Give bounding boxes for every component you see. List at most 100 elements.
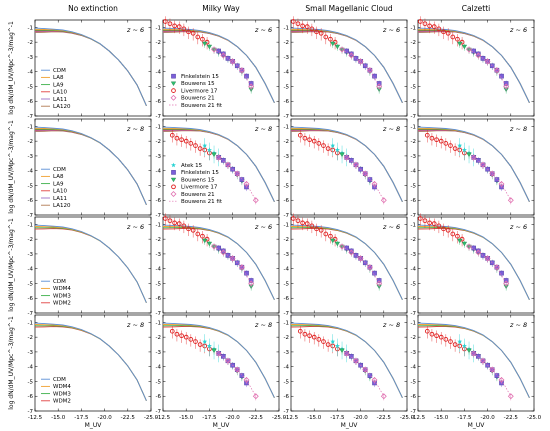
legend-label: LA10 (53, 189, 67, 195)
model-curve-cdm (417, 322, 530, 398)
data-point-livermore17 (309, 223, 315, 229)
data-point-finkelstein15 (225, 253, 231, 258)
panel-frame (417, 314, 535, 412)
data-point-bouwens21 (215, 350, 222, 357)
data-point-livermore17 (455, 233, 460, 239)
x-tick-label: -20.0 (97, 415, 112, 421)
y-tick-label: -5 (28, 379, 34, 385)
data-point-livermore17 (321, 339, 326, 344)
data-point-livermore17 (193, 143, 198, 148)
x-tick-label: -15.0 (434, 415, 449, 421)
legend-swatch (171, 162, 176, 168)
data-point-livermore17 (309, 26, 315, 32)
y-tick-label: -7 (28, 213, 34, 219)
model-curve-wdm4 (162, 226, 275, 300)
panel-frame (417, 118, 535, 216)
data-point-finkelstein15 (216, 48, 221, 54)
model-curve-cdm (290, 27, 403, 103)
data-point-bouwens21 (371, 181, 378, 187)
y-tick-label: -2 (411, 237, 416, 243)
data-point-livermore17 (436, 26, 442, 32)
data-point-bouwens21 (466, 46, 473, 53)
data-point-bouwens21 (366, 67, 373, 74)
data-point-atek15 (206, 147, 212, 153)
data-point-bouwens21 (243, 377, 250, 383)
data-point-bouwens21 (380, 393, 387, 400)
y-tick-label: -6 (28, 99, 34, 105)
model-curve-cdm (417, 27, 530, 103)
y-tick-label: -3 (411, 252, 417, 258)
data-point-livermore17 (304, 24, 310, 29)
y-tick-label: -5 (411, 84, 417, 90)
data-point-bouwens21 (498, 181, 505, 187)
y-tick-label: -3 (28, 55, 34, 61)
y-tick-label: -6 (28, 394, 34, 400)
data-point-livermore17 (162, 216, 168, 221)
data-point-livermore17 (427, 220, 432, 226)
legend-label: WDM4 (53, 384, 71, 390)
data-point-bouwens21 (362, 170, 369, 177)
y-tick-label: -4 (284, 169, 290, 175)
legend-label: Atek 15 (181, 163, 203, 169)
y-tick-label: -1 (284, 25, 289, 31)
data-point-finkelstein15 (221, 354, 226, 359)
panel-frame (34, 118, 152, 216)
data-point-livermore17 (181, 26, 187, 32)
data-point-finkelstein15 (480, 56, 486, 61)
y-tick-label: -1 (28, 320, 33, 326)
legend-label: Bouwens 15 (181, 177, 215, 183)
column-title: Small Magellanic Cloud (305, 4, 392, 13)
data-point-finkelstein15 (476, 354, 481, 359)
y-tick-label: -7 (28, 311, 34, 317)
y-tick-label: -2 (28, 335, 33, 341)
y-tick-label: -1 (156, 320, 161, 326)
column-title: No extinction (68, 4, 118, 13)
panel-r4-c1: -1-2-3-4-5-6-7-12.5 -15.0 -17.5 -20.0 -22.5-… (28, 314, 159, 421)
y-tick-label: -3 (411, 350, 417, 356)
panel-frame (162, 19, 280, 117)
data-point-bouwens21 (357, 255, 364, 262)
data-point-atek15 (461, 147, 467, 153)
data-point-livermore17 (188, 141, 194, 146)
data-point-livermore17 (422, 21, 428, 27)
x-tick-label: -12.5 (156, 415, 171, 421)
data-point-finkelstein15 (344, 245, 349, 251)
data-point-bouwens15 (202, 41, 208, 47)
legend-swatch (170, 191, 177, 197)
bouwens21-fit-line (346, 157, 385, 201)
panel-frame (290, 216, 408, 314)
y-tick-label: -5 (156, 183, 162, 189)
data-point-finkelstein15 (499, 270, 504, 276)
legend-label: WDM2 (53, 399, 71, 405)
data-point-bouwens21 (352, 357, 359, 364)
model-curve-la9 (34, 29, 147, 106)
model-curve-la10 (162, 30, 275, 103)
model-curve-la10 (417, 30, 530, 103)
model-curve-cdm (162, 126, 275, 202)
y-tick-label: -6 (28, 296, 34, 302)
legend-swatch (171, 170, 176, 175)
data-point-bouwens21 (252, 197, 259, 204)
redshift-label: z ~ 8 (254, 321, 272, 329)
data-point-livermore17 (188, 337, 194, 342)
data-point-bouwens21 (234, 366, 241, 373)
data-point-bouwens21 (229, 255, 236, 262)
y-tick-label: -2 (284, 40, 289, 46)
data-point-livermore17 (318, 227, 324, 233)
legend-swatch (171, 184, 176, 190)
data-point-livermore17 (297, 132, 303, 138)
x-axis-label: M_UV (213, 422, 231, 429)
data-point-bouwens15 (206, 44, 213, 50)
y-tick-label: -6 (284, 99, 290, 105)
redshift-label: z ~ 6 (254, 223, 272, 231)
x-tick-label: -20.0 (480, 415, 495, 421)
redshift-label: z ~ 6 (126, 223, 144, 231)
y-axis-label: log dN/dM_UV/Mpc^-3/mag^-1 (8, 316, 15, 410)
data-point-livermore17 (434, 333, 439, 339)
y-tick-label: -6 (284, 394, 290, 400)
y-tick-label: -4 (28, 70, 34, 76)
y-tick-label: -7 (284, 311, 290, 317)
